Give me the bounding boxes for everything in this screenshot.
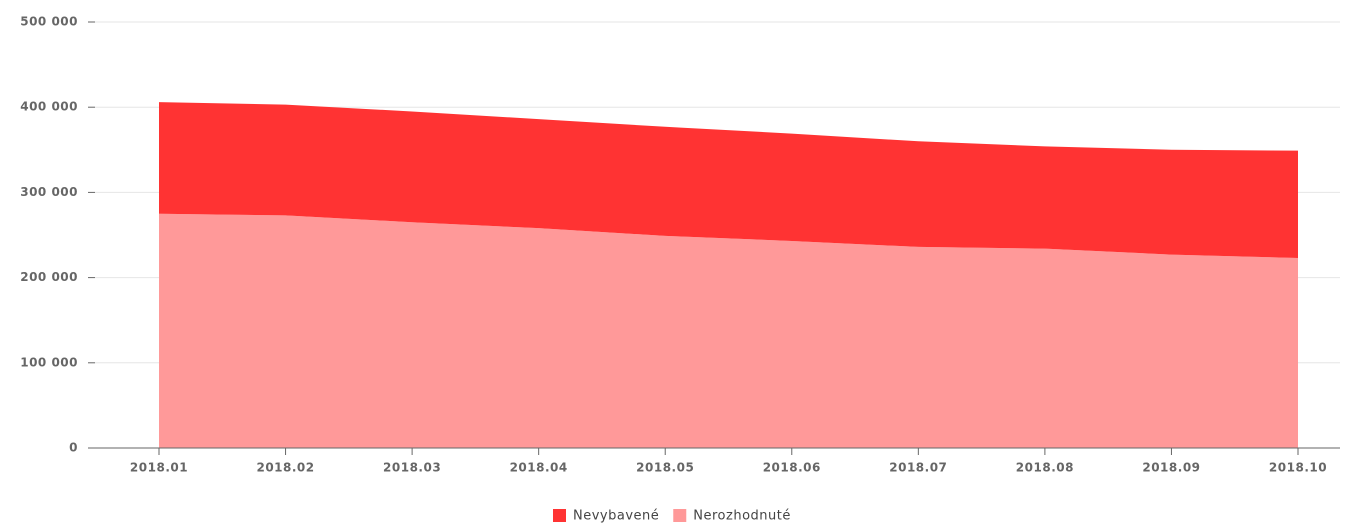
y-tick-label: 200 000 [20, 270, 78, 284]
x-tick-label: 2018.06 [763, 461, 821, 475]
legend-label: Nerozhodnuté [693, 509, 791, 524]
legend-swatch [553, 509, 566, 522]
legend: Nevybavené Nerozhodnuté [553, 509, 791, 524]
x-tick-label: 2018.08 [1016, 461, 1074, 475]
x-tick-label: 2018.05 [636, 461, 694, 475]
x-tick-label: 2018.10 [1269, 461, 1327, 475]
x-tick-label: 2018.04 [510, 461, 568, 475]
x-tick-label: 2018.01 [130, 461, 188, 475]
y-tick-label: 300 000 [20, 185, 78, 199]
x-tick-label: 2018.07 [889, 461, 947, 475]
x-tick-label: 2018.09 [1142, 461, 1200, 475]
x-tick-label: 2018.02 [256, 461, 314, 475]
legend-label: Nevybavené [573, 509, 659, 524]
area [159, 102, 1298, 259]
y-tick-label: 0 [69, 441, 78, 455]
y-tick-label: 400 000 [20, 100, 78, 114]
y-tick-label: 500 000 [20, 15, 78, 29]
area [159, 213, 1298, 448]
legend-swatch [673, 509, 687, 522]
y-tick-label: 100 000 [20, 355, 78, 369]
x-tick-label: 2018.03 [383, 461, 441, 475]
